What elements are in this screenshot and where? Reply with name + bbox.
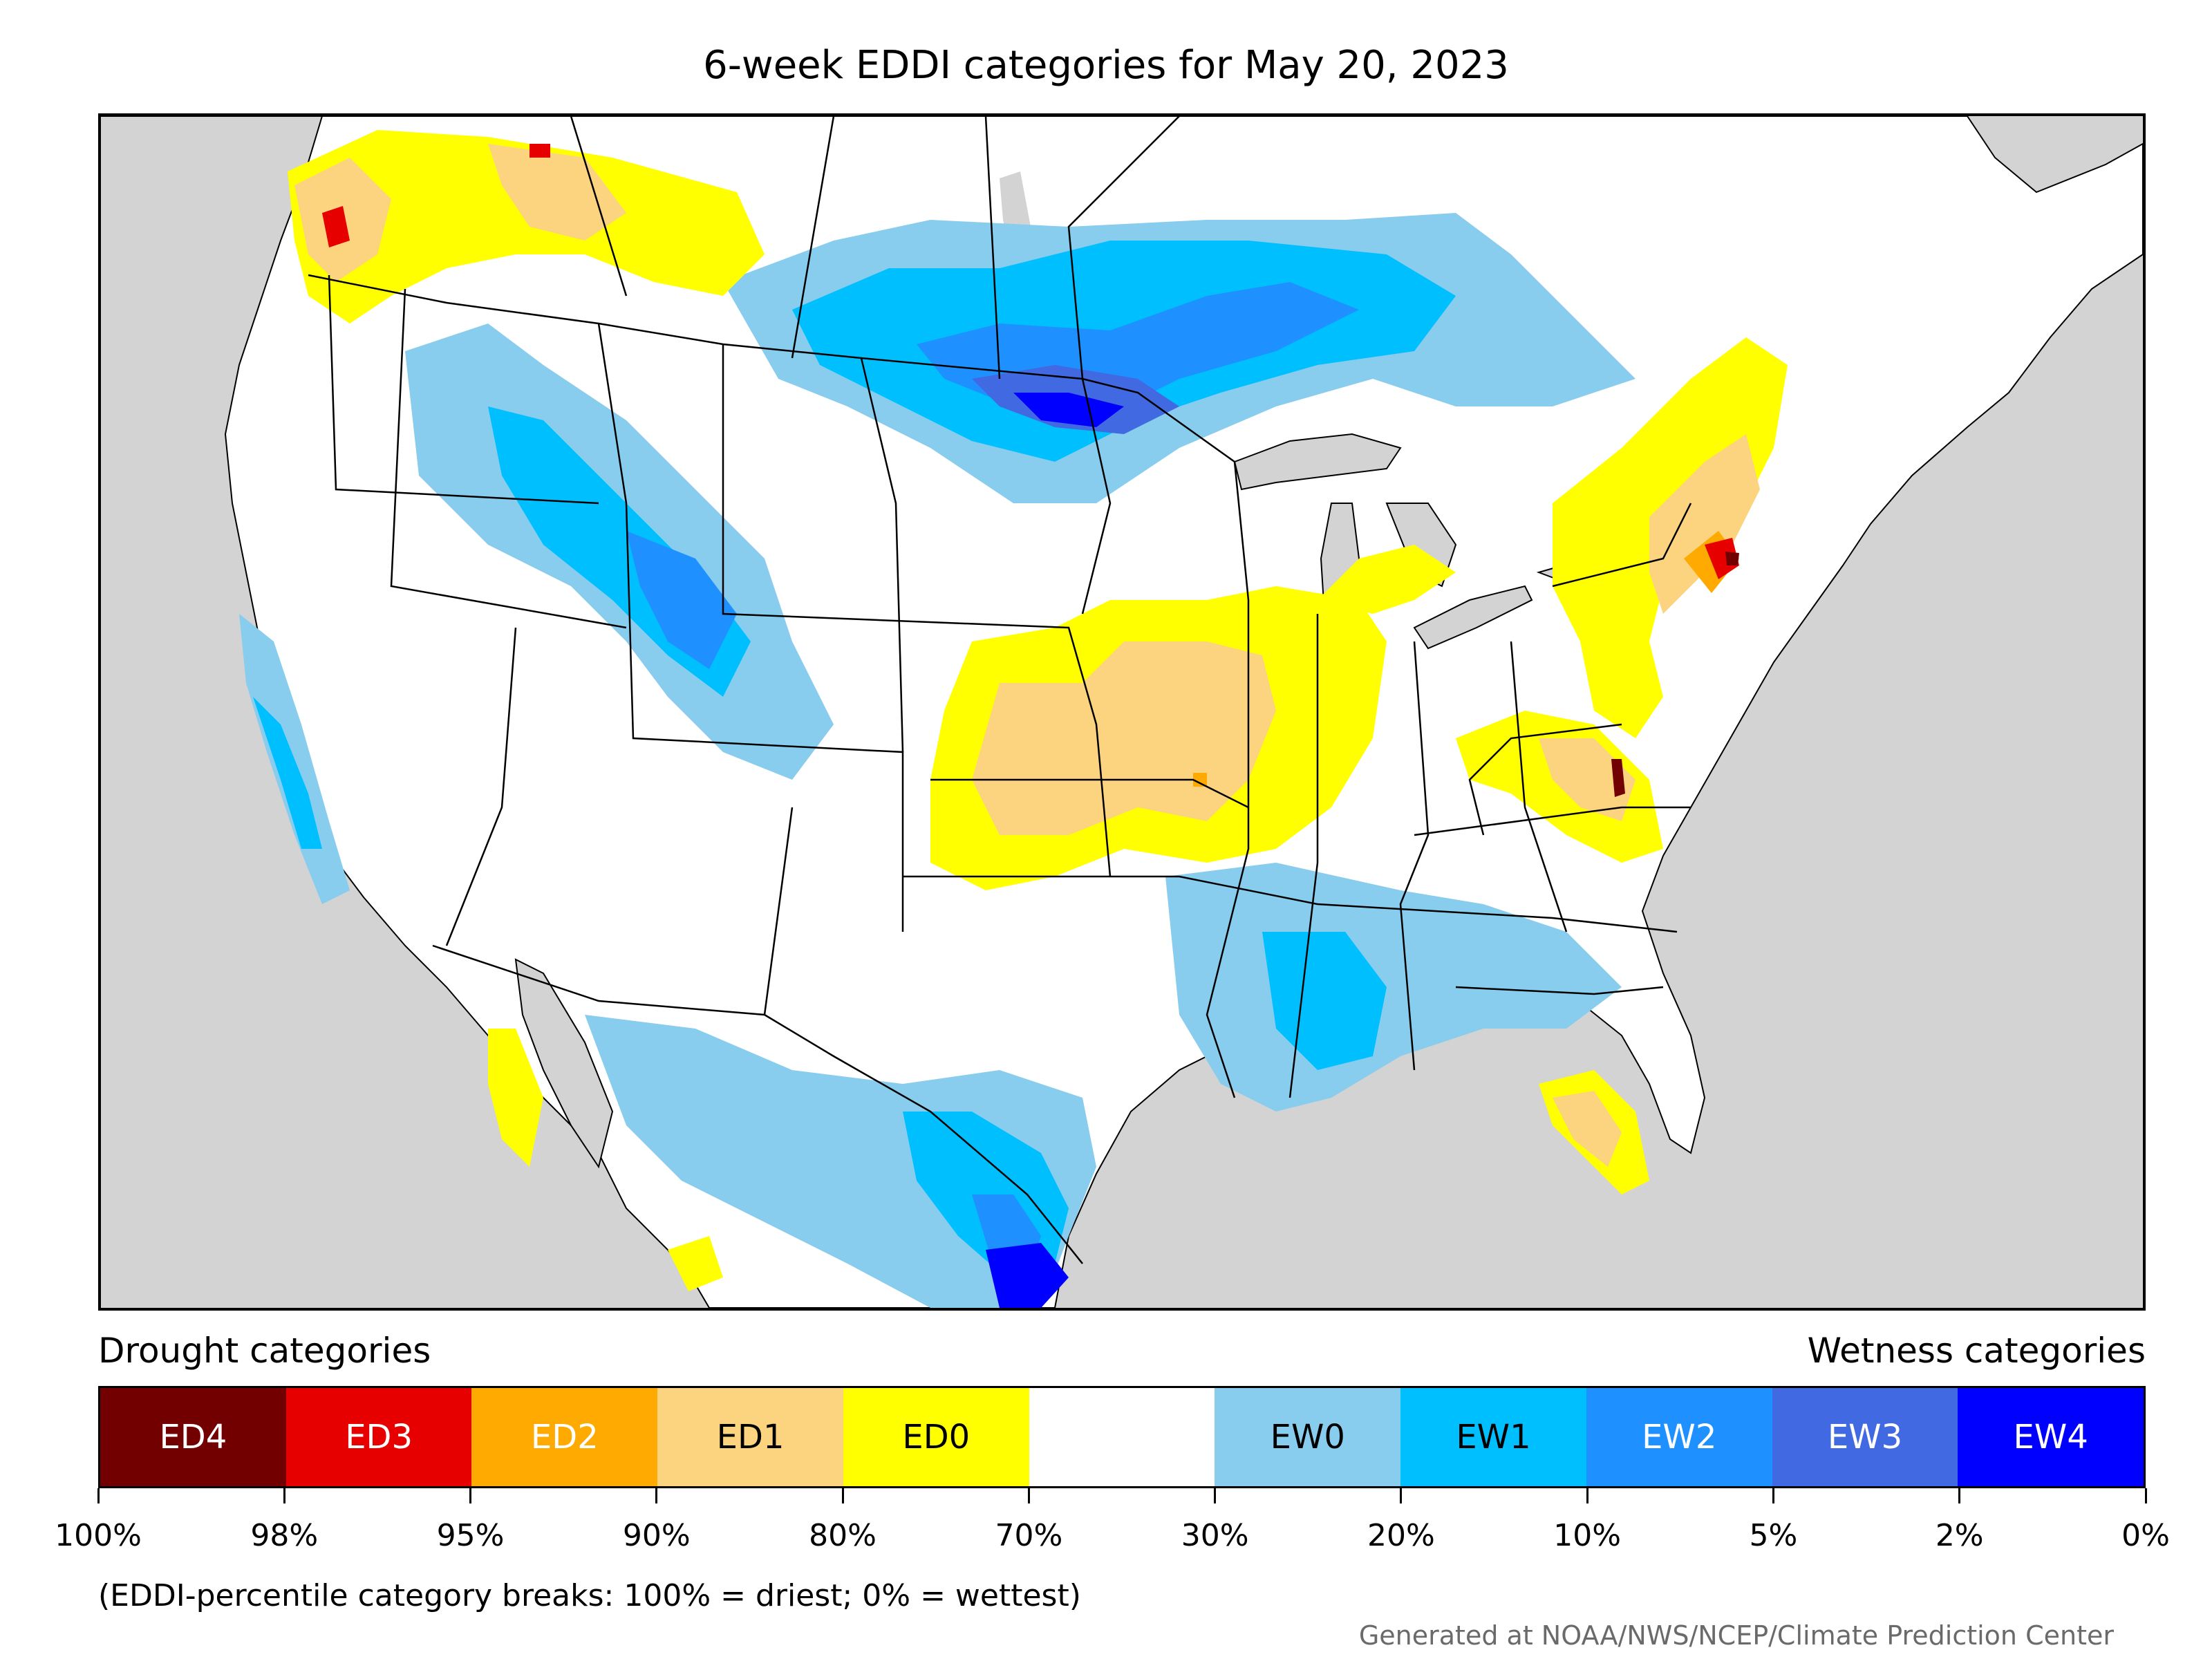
lake-erie — [1413, 585, 1533, 650]
colorbar-tick — [1586, 1488, 1588, 1503]
eddi-category-fields — [239, 130, 1788, 1308]
region-ed1-fl — [1553, 1091, 1622, 1167]
colorbar-segment-ed4: ED4 — [100, 1388, 286, 1486]
colorbar-tick — [841, 1488, 844, 1503]
colorbar-tick — [1027, 1488, 1030, 1503]
border-line-13 — [1399, 641, 1430, 1071]
colorbar-tick — [1400, 1488, 1403, 1503]
region-ew1-se — [1262, 932, 1387, 1070]
border-line-9 — [903, 875, 1318, 906]
colorbar-break-label: 98% — [250, 1518, 319, 1553]
colorbar-break-label: 80% — [809, 1518, 877, 1553]
region-ed2-spot — [1193, 773, 1207, 787]
border-line-15 — [1414, 806, 1691, 836]
colorbar-tick — [1772, 1488, 1774, 1503]
colorbar-break-label: 10% — [1553, 1518, 1622, 1553]
colorbar-break-label: 90% — [622, 1518, 691, 1553]
border-line-20 — [791, 116, 835, 359]
border-line-5 — [860, 357, 904, 753]
colorbar-break-label: 95% — [436, 1518, 505, 1553]
region-ed4-ne — [1725, 552, 1739, 565]
us-mexico-border — [432, 944, 1083, 1264]
colorbar-tick — [469, 1488, 472, 1503]
region-ed1-nw — [294, 144, 626, 282]
region-ew0-se — [1165, 863, 1622, 1112]
border-line-14 — [1510, 641, 1568, 932]
category-breaks-note: (EDDI-percentile category breaks: 100% =… — [98, 1578, 1081, 1613]
region-ed3-nw — [322, 144, 550, 247]
border-line-7 — [763, 807, 794, 1015]
border-line-18 — [1468, 723, 1622, 836]
region-ed1-ne — [1649, 434, 1760, 614]
credit-line: Generated at NOAA/NWS/NCEP/Climate Predi… — [1358, 1620, 2114, 1651]
border-line-10 — [1081, 378, 1112, 615]
region-ed3-ne — [1705, 538, 1739, 579]
colorbar-segment-ed1: ED1 — [657, 1388, 843, 1486]
region-ed4-ma — [1611, 759, 1625, 797]
colorbar-break-label: 0% — [2121, 1518, 2170, 1553]
colorbar-segment-ed2: ED2 — [471, 1388, 658, 1486]
colorbar-tick — [97, 1488, 100, 1503]
border-line-22 — [1067, 116, 1180, 379]
lake-superior — [1233, 433, 1402, 491]
political-borders — [308, 116, 1692, 1264]
colorbar-break-label: 20% — [1367, 1518, 1435, 1553]
gulf-of-california — [514, 958, 614, 1169]
border-line-8 — [930, 778, 1249, 809]
border-line-17 — [1552, 503, 1692, 588]
colorbar-segment-ew1: EW1 — [1400, 1388, 1586, 1486]
colorbar-tick — [655, 1488, 658, 1503]
colorbar-break-label: 30% — [1181, 1518, 1249, 1553]
colorbar-tick — [2144, 1488, 2147, 1503]
colorbar-break-label: 5% — [1749, 1518, 1798, 1553]
colorbar-segment-ew3: EW3 — [1772, 1388, 1958, 1486]
colorbar-break-label: 2% — [1935, 1518, 1984, 1553]
border-line-23 — [570, 116, 628, 297]
region-ed0-nw — [288, 130, 765, 324]
colorbar-break-label: 100% — [55, 1518, 142, 1553]
drought-categories-heading: Drought categories — [98, 1331, 431, 1371]
colorbar-segment-ew4: EW4 — [1958, 1388, 2144, 1486]
wetness-categories-heading: Wetness categories — [1807, 1331, 2146, 1371]
border-line-4 — [722, 344, 1112, 877]
category-colorbar: ED4 ED3 ED2 ED1 ED0 EW0 EW1 EW2 EW3 EW4 — [98, 1386, 2146, 1488]
eddi-map — [98, 113, 2146, 1311]
map-title: 6-week EDDI categories for May 20, 2023 — [703, 43, 1509, 88]
colorbar-segment-neutral — [1029, 1388, 1215, 1486]
colorbar-segment-ed3: ED3 — [285, 1388, 472, 1486]
region-ew4-tx — [986, 1243, 1069, 1308]
border-line-2 — [390, 288, 627, 629]
border-line-16 — [1317, 903, 1678, 933]
border-line-21 — [984, 116, 1001, 379]
colorbar-break-label: 70% — [995, 1518, 1063, 1553]
colorbar-tick — [283, 1488, 285, 1503]
region-ed0-baja — [488, 1029, 723, 1291]
border-line-19 — [1455, 986, 1664, 995]
colorbar-segment-ed0: ED0 — [843, 1388, 1029, 1486]
us-canada-border — [308, 274, 1235, 463]
border-line-12 — [1288, 614, 1319, 1098]
region-ed0-mi — [1318, 545, 1456, 614]
colorbar-tick — [1214, 1488, 1217, 1503]
colorbar-segment-ew2: EW2 — [1586, 1388, 1772, 1486]
region-ew4 — [1013, 393, 1124, 427]
region-ew1-ca — [253, 697, 322, 849]
colorbar-tick — [1958, 1488, 1961, 1503]
border-line-11 — [1206, 461, 1250, 1098]
border-line-6 — [445, 627, 517, 946]
colorbar-segment-ew0: EW0 — [1215, 1388, 1401, 1486]
region-ew2-west — [626, 531, 737, 669]
border-line-3 — [597, 323, 904, 932]
border-line-1 — [328, 274, 599, 505]
map-canvas — [101, 116, 2143, 1308]
